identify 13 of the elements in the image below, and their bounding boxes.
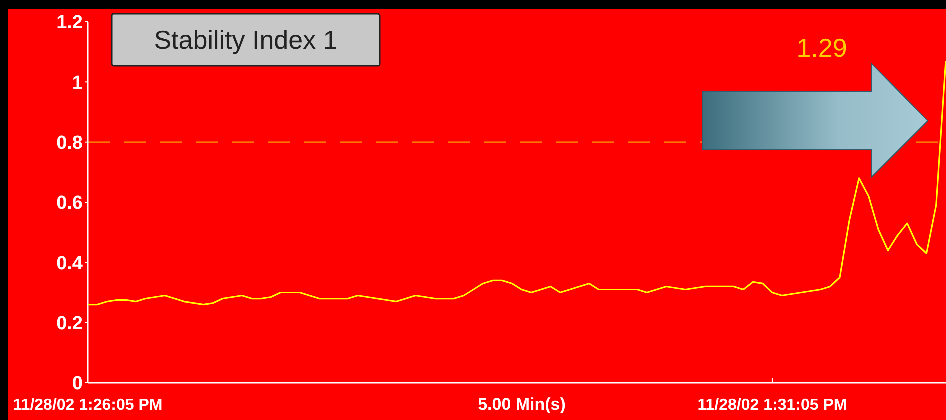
line-series — [87, 60, 946, 306]
y-tick-label: 0 — [72, 374, 83, 395]
x-axis-title: 5.00 Min(s) — [478, 395, 566, 414]
y-tick-label: 1 — [72, 72, 84, 94]
annotation: 1.29 — [796, 33, 848, 63]
y-tick-label: 0.8 — [56, 132, 83, 154]
y-tick-label: 0.4 — [56, 253, 84, 274]
x-tick-label: 11/28/02 1:31:05 PM — [698, 397, 848, 414]
y-tick-label: 1.2 — [56, 12, 83, 34]
chart-title: Stability Index 1 — [154, 25, 338, 56]
x-tick-label: 11/28/02 1:26:05 PM — [13, 397, 163, 414]
y-tick-label: 0.6 — [56, 193, 83, 214]
y-tick-label: 0.2 — [56, 313, 83, 334]
